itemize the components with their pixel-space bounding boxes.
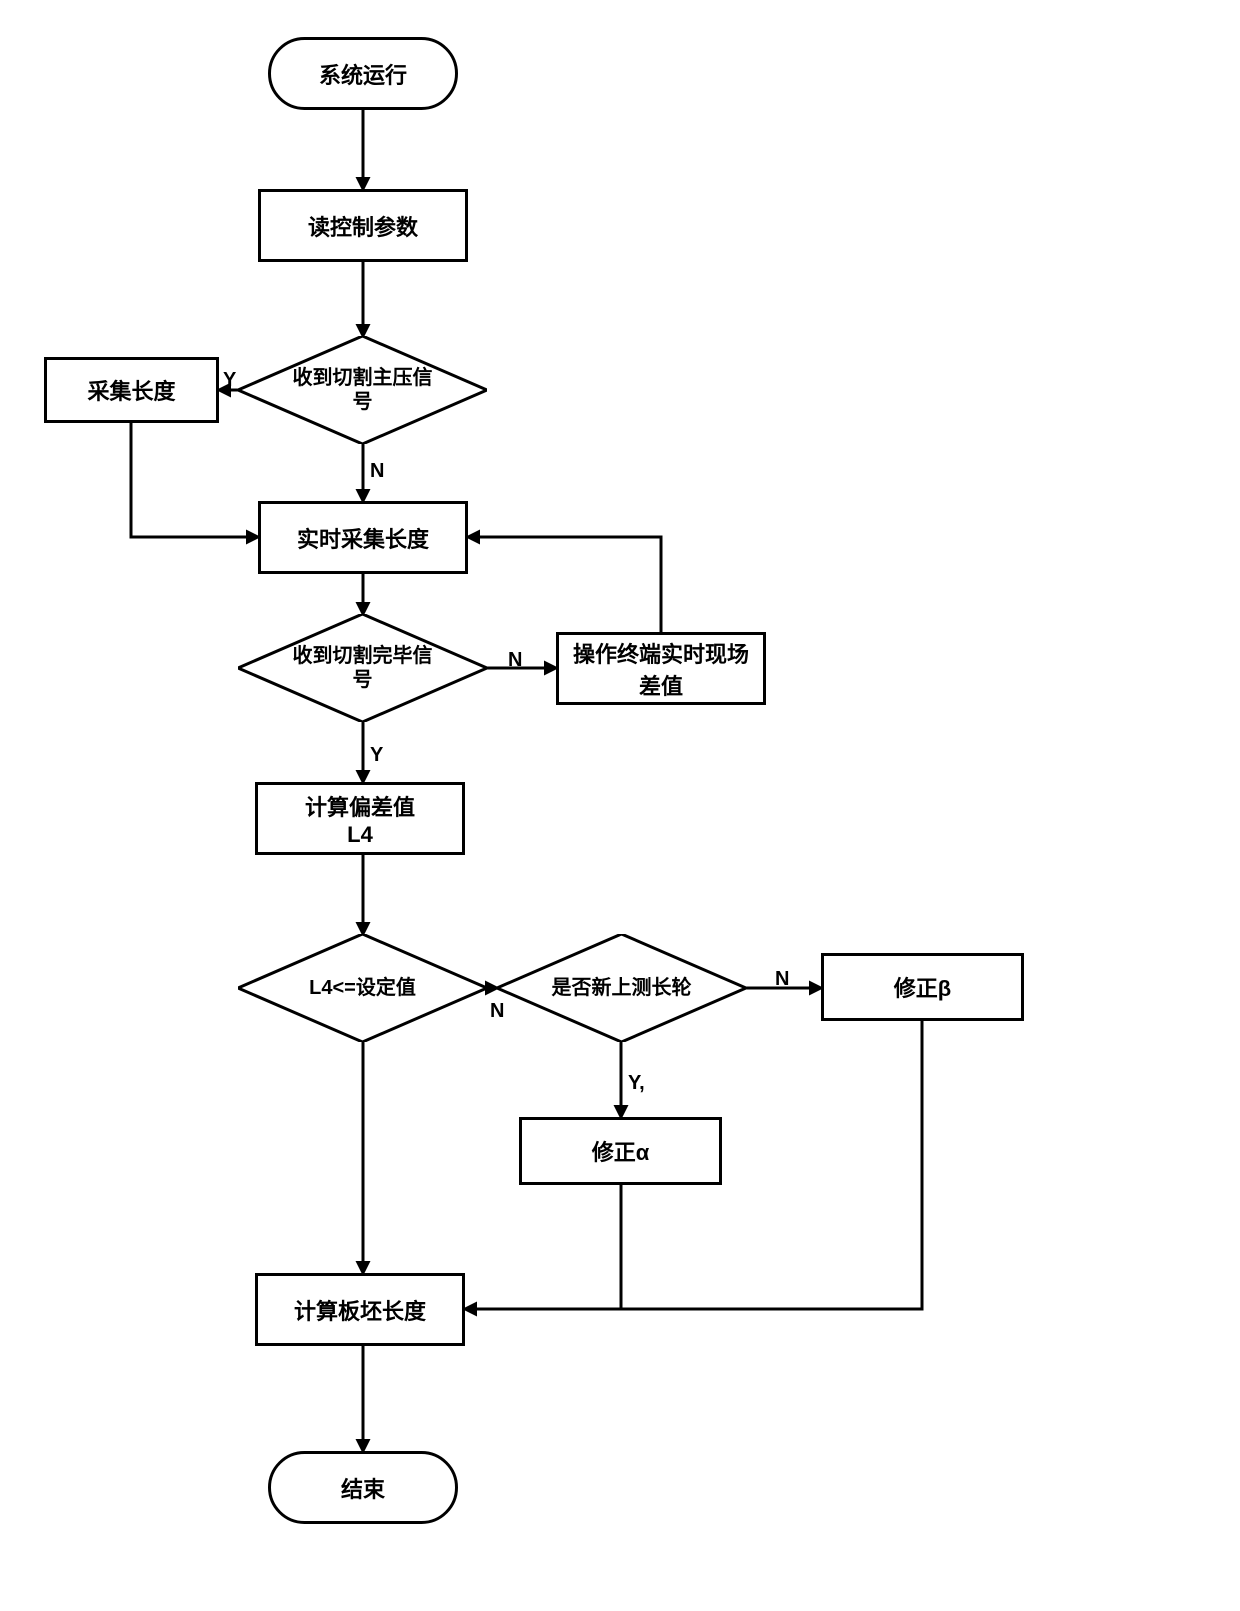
edge-label: N [775, 968, 789, 991]
edge-label: Y [370, 744, 383, 767]
edge-label: Y, [628, 1072, 645, 1095]
node-label-line: L4 [347, 822, 373, 848]
process-calc_dev: 计算偏差值L4 [255, 782, 465, 855]
decision-d4: 是否新上测长轮 [497, 934, 746, 1042]
terminator-end: 结束 [268, 1451, 458, 1524]
process-terminal_rt: 操作终端实时现场差值 [556, 632, 766, 705]
node-label-line: 计算偏差值 [305, 790, 415, 822]
process-calc_slab: 计算板坯长度 [255, 1273, 465, 1346]
decision-d3: L4<=设定值 [238, 934, 487, 1042]
edge [468, 537, 661, 632]
edge-label: N [370, 460, 384, 483]
node-label: 收到切割完毕信号 [273, 644, 452, 692]
node-label: L4<=设定值 [299, 976, 426, 1000]
process-fix_beta: 修正β [821, 953, 1024, 1021]
process-realtime_len: 实时采集长度 [258, 501, 468, 574]
decision-d2: 收到切割完毕信号 [238, 614, 487, 722]
process-fix_alpha: 修正α [519, 1117, 722, 1185]
node-label: 收到切割主压信号 [273, 366, 452, 414]
edge-label: N [508, 649, 522, 672]
terminator-start: 系统运行 [268, 37, 458, 110]
decision-d1: 收到切割主压信号 [238, 336, 487, 444]
edge-label: Y [223, 369, 236, 392]
node-label: 是否新上测长轮 [542, 976, 702, 1000]
edge [465, 1185, 621, 1309]
process-collect_len: 采集长度 [44, 357, 219, 423]
process-read_params: 读控制参数 [258, 189, 468, 262]
